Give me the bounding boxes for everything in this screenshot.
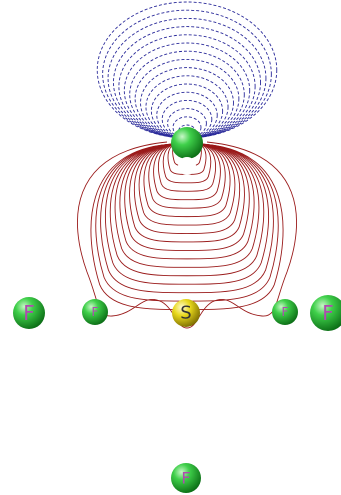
contour-line (134, 58, 240, 139)
contour-line (129, 50, 245, 139)
contour-line (100, 143, 274, 294)
contour-line (129, 143, 245, 243)
contour-line (77, 141, 297, 329)
atom-label: S (180, 303, 191, 324)
node-hole (178, 157, 196, 175)
contour-line (153, 143, 221, 201)
contour-line (162, 143, 212, 184)
atom-sphere (82, 299, 108, 325)
atom: F (82, 299, 108, 325)
contour-line (172, 116, 202, 139)
contour-line (124, 143, 250, 251)
contour-line (157, 143, 217, 192)
contour-line (118, 34, 256, 139)
atom-label: F (282, 305, 289, 319)
contour-line (161, 99, 213, 139)
atom: F (13, 297, 45, 329)
contour-line (143, 143, 231, 218)
atom-sphere (171, 463, 201, 493)
contour-line (104, 143, 270, 285)
atom-label: F (92, 305, 99, 319)
atom: S (172, 299, 200, 327)
atom-sphere (272, 299, 298, 325)
negative-contours (96, 1, 278, 139)
contour-line (107, 17, 267, 139)
atom: F (272, 299, 298, 325)
atom-label: F (23, 301, 35, 325)
atom-label: F (181, 469, 190, 488)
contour-line (140, 67, 234, 139)
atom-label: F (322, 301, 334, 325)
contour-line (133, 143, 241, 234)
contour-line (138, 143, 236, 226)
contour-line (109, 143, 265, 277)
atom-sphere (13, 297, 45, 329)
atom-sphere (310, 295, 341, 331)
atom-top (171, 127, 203, 159)
atom: F (171, 463, 201, 493)
contour-line (148, 143, 226, 209)
contour-line (119, 143, 255, 260)
atom-sphere (172, 299, 200, 327)
contour-line (96, 1, 278, 139)
atom: F (310, 295, 341, 331)
contour-line (114, 143, 260, 268)
contour-line (150, 83, 224, 139)
